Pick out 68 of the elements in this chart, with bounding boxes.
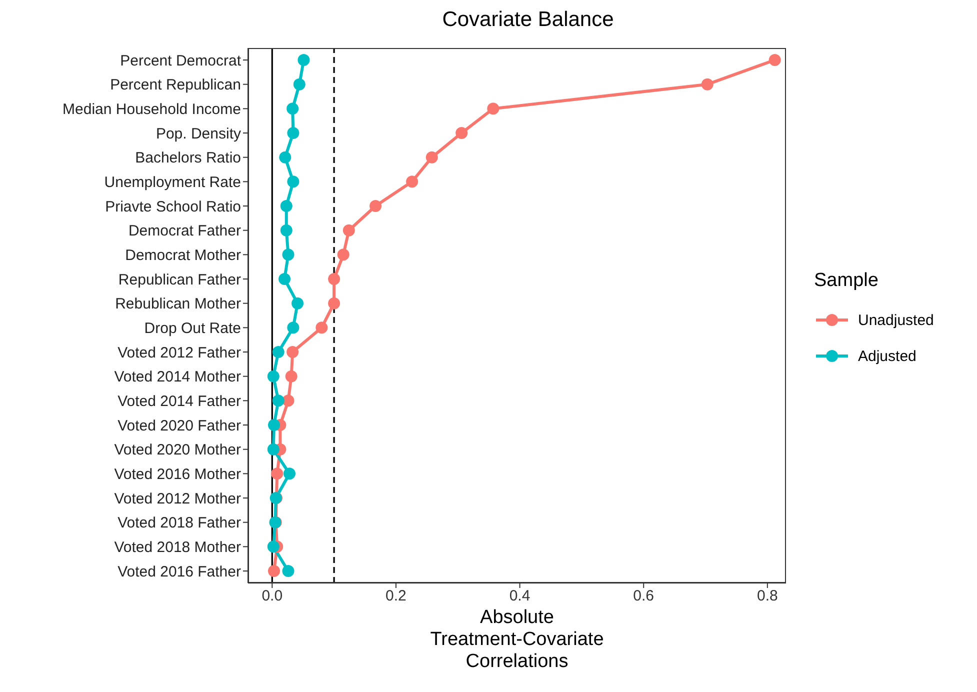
- point: [267, 370, 280, 382]
- y-tick-label: Priavte School Ratio: [105, 198, 241, 216]
- point: [298, 54, 310, 66]
- point: [487, 102, 500, 115]
- point: [292, 297, 304, 310]
- y-tick-label: Voted 2012 Mother: [114, 490, 241, 508]
- point: [282, 565, 294, 577]
- y-tick-label: Percent Democrat: [120, 52, 242, 70]
- x-tick-label: 0.0: [262, 588, 283, 605]
- y-tick-label: Voted 2016 Father: [118, 563, 241, 580]
- point: [370, 200, 382, 212]
- point: [286, 346, 299, 358]
- point: [271, 468, 284, 480]
- x-tick-label: 0.4: [509, 588, 530, 605]
- point: [768, 54, 781, 66]
- x-tick-label: 0.2: [386, 588, 406, 605]
- y-tick-label: Voted 2018 Father: [118, 514, 241, 532]
- point: [701, 78, 714, 90]
- point: [456, 127, 468, 139]
- legend-label: Unadjusted: [858, 312, 934, 328]
- point: [279, 151, 292, 164]
- y-tick-label: Democrat Father: [128, 222, 241, 240]
- point: [282, 248, 294, 261]
- point: [272, 346, 284, 358]
- point: [337, 248, 350, 261]
- point: [285, 370, 298, 382]
- y-tick-label: Republican Father: [118, 271, 241, 288]
- y-tick-label: Voted 2014 Mother: [114, 368, 241, 386]
- y-tick-label: Voted 2020 Mother: [114, 442, 241, 459]
- point: [267, 540, 280, 553]
- point: [268, 565, 280, 577]
- point: [293, 78, 306, 90]
- y-tick-label: Voted 2014 Father: [118, 392, 241, 410]
- point: [280, 224, 292, 236]
- y-tick-label: Bachelors Ratio: [135, 150, 241, 167]
- point: [406, 176, 418, 188]
- point: [342, 224, 355, 236]
- y-tick-label: Voted 2018 Mother: [114, 538, 241, 556]
- point: [287, 127, 300, 139]
- x-tick-label: 0.6: [633, 588, 654, 605]
- point: [328, 297, 340, 310]
- y-tick-label: Drop Out Rate: [144, 320, 241, 337]
- legend-title: Sample: [814, 270, 880, 292]
- y-tick-label: Median Household Income: [62, 100, 241, 118]
- point: [287, 176, 300, 188]
- y-tick-label: Voted 2020 Father: [118, 417, 241, 434]
- y-tick-label: Pop. Density: [156, 125, 242, 142]
- point: [286, 102, 299, 115]
- point: [280, 200, 292, 212]
- point: [287, 322, 300, 334]
- point: [272, 394, 284, 407]
- y-tick-label: Unemployment Rate: [104, 174, 241, 191]
- y-tick-label: Democrat Mother: [125, 246, 241, 264]
- y-tick-label: Voted 2012 Father: [118, 344, 241, 362]
- point: [426, 151, 438, 164]
- point: [283, 468, 296, 480]
- chart-title: Covariate Balance: [441, 8, 615, 32]
- point: [268, 419, 280, 431]
- point: [278, 273, 291, 285]
- y-tick-label: Voted 2016 Mother: [114, 466, 241, 483]
- point: [328, 273, 340, 285]
- point: [267, 443, 280, 456]
- point: [316, 322, 328, 334]
- x-tick-label: 0.8: [756, 588, 778, 605]
- legend-label: Adjusted: [858, 348, 916, 364]
- x-axis-title: Absolute Treatment-Covariate Correlations: [429, 607, 605, 673]
- y-tick-label: Percent Republican: [110, 76, 241, 94]
- y-tick-label: Rebublican Mother: [115, 296, 241, 313]
